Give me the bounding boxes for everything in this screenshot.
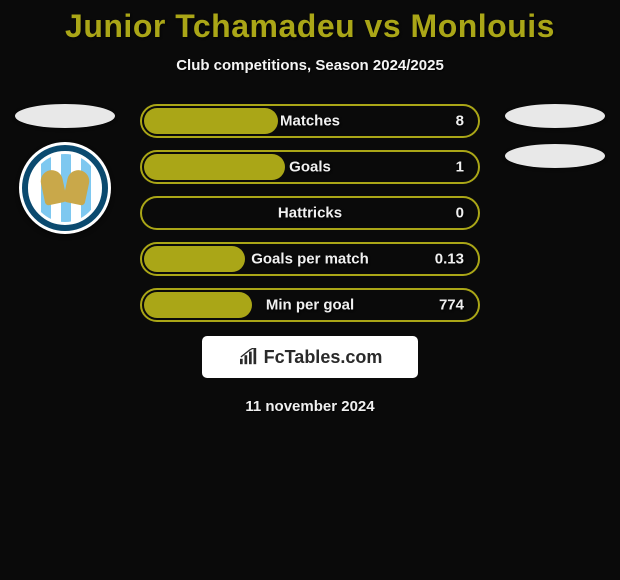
stat-label: Matches — [280, 113, 340, 130]
bar-chart-icon — [238, 348, 260, 366]
branding-badge[interactable]: FcTables.com — [202, 336, 418, 378]
stat-label: Goals per match — [251, 251, 369, 268]
player-right-column — [500, 104, 610, 182]
stat-fill — [144, 246, 245, 272]
eagle-icon — [40, 168, 90, 208]
stat-fill — [144, 292, 252, 318]
stat-value: 0.13 — [435, 251, 464, 268]
header: Junior Tchamadeu vs Monlouis Club compet… — [0, 0, 620, 74]
stat-row-goals-per-match: Goals per match 0.13 — [140, 242, 480, 276]
crest-inner — [31, 154, 99, 222]
stat-fill — [144, 108, 278, 134]
page-subtitle: Club competitions, Season 2024/2025 — [0, 57, 620, 74]
date-text: 11 november 2024 — [0, 398, 620, 415]
player-name-oval-right-1 — [505, 104, 605, 128]
stat-row-hattricks: Hattricks 0 — [140, 196, 480, 230]
stats-list: Matches 8 Goals 1 Hattricks 0 Goals per … — [140, 104, 480, 322]
player-left-column — [10, 104, 120, 234]
content-area: Matches 8 Goals 1 Hattricks 0 Goals per … — [0, 104, 620, 415]
stat-value: 1 — [456, 159, 464, 176]
stat-label: Goals — [289, 159, 331, 176]
stat-label: Min per goal — [266, 297, 354, 314]
club-crest-left — [19, 142, 111, 234]
player-name-oval-right-2 — [505, 144, 605, 168]
page-title: Junior Tchamadeu vs Monlouis — [0, 8, 620, 45]
stat-row-matches: Matches 8 — [140, 104, 480, 138]
stat-value: 774 — [439, 297, 464, 314]
stat-row-goals: Goals 1 — [140, 150, 480, 184]
stat-row-min-per-goal: Min per goal 774 — [140, 288, 480, 322]
stat-label: Hattricks — [278, 205, 342, 222]
stat-value: 0 — [456, 205, 464, 222]
stat-value: 8 — [456, 113, 464, 130]
stat-fill — [144, 154, 285, 180]
branding-text: FcTables.com — [264, 347, 383, 368]
player-name-oval-left — [15, 104, 115, 128]
